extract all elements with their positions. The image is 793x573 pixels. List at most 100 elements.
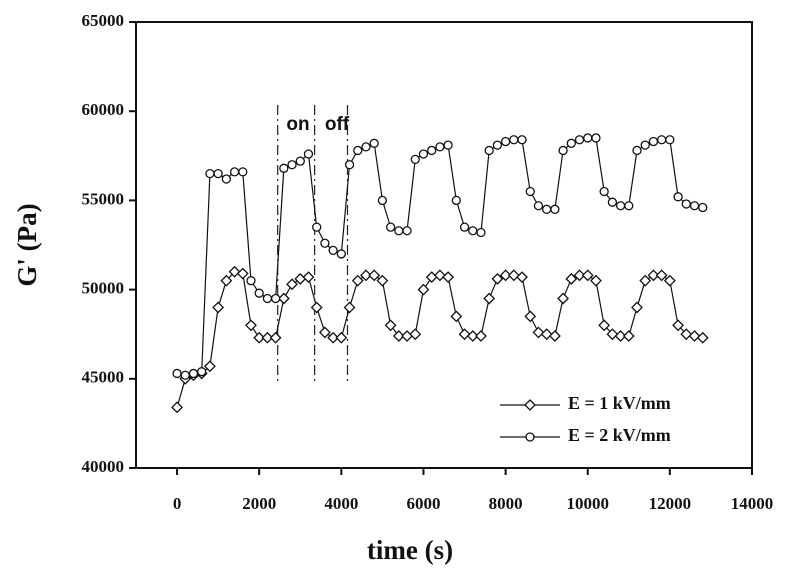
data-point	[663, 274, 676, 287]
y-axis-title: G' (Pa)	[12, 203, 42, 286]
data-point	[590, 274, 602, 287]
data-point	[433, 269, 446, 282]
data-point	[368, 269, 381, 282]
data-point	[286, 278, 298, 291]
data-point	[491, 272, 504, 285]
data-point	[624, 201, 634, 211]
data-point	[550, 204, 560, 214]
data-point	[450, 310, 463, 323]
data-point	[312, 222, 322, 232]
data-point	[384, 319, 397, 332]
data-point	[303, 149, 314, 159]
y-tick-label: 55000	[82, 189, 125, 208]
data-point	[573, 269, 586, 282]
data-point	[236, 267, 249, 280]
data-point	[328, 245, 338, 256]
annotation: on	[286, 114, 309, 135]
data-point	[221, 174, 231, 184]
data-point	[548, 330, 561, 342]
data-point	[425, 271, 438, 284]
data-point	[533, 201, 544, 211]
data-point	[435, 142, 445, 152]
data-point	[665, 135, 675, 145]
legend-label: E = 2 kV/mm	[568, 425, 671, 445]
data-point	[238, 167, 248, 177]
data-point	[327, 331, 340, 344]
legend-marker	[524, 399, 536, 411]
data-point	[509, 135, 519, 145]
data-point	[269, 331, 282, 344]
data-point	[499, 269, 512, 282]
data-point	[261, 331, 274, 344]
data-point	[591, 133, 601, 143]
data-point	[696, 331, 709, 344]
data-point	[213, 168, 223, 179]
legend-label: E = 1 kV/mm	[568, 393, 671, 413]
data-point	[483, 292, 496, 305]
data-point	[262, 293, 273, 304]
data-point	[205, 168, 215, 179]
data-point	[392, 330, 405, 342]
data-point	[377, 195, 388, 206]
data-point	[672, 319, 684, 332]
data-point	[614, 330, 627, 342]
data-point	[353, 145, 363, 156]
x-tick-label: 6000	[406, 494, 440, 513]
data-point	[172, 368, 182, 379]
data-point	[680, 328, 693, 341]
annotation: off	[325, 114, 350, 135]
data-point	[599, 186, 609, 197]
data-point	[343, 301, 356, 314]
data-point	[689, 201, 700, 211]
data-point	[458, 328, 471, 341]
y-tick-label: 40000	[82, 457, 125, 476]
data-point	[532, 326, 545, 339]
y-tick-label: 65000	[82, 11, 125, 30]
data-point	[484, 145, 494, 156]
data-point	[492, 140, 503, 150]
data-point	[229, 167, 240, 177]
data-point	[204, 360, 216, 373]
data-point	[657, 135, 667, 145]
data-point	[197, 367, 207, 377]
data-point	[525, 186, 535, 197]
data-point	[180, 370, 190, 380]
data-point	[540, 328, 553, 341]
data-point	[631, 301, 643, 314]
data-point	[417, 283, 430, 296]
data-point	[516, 271, 528, 284]
data-point	[361, 142, 371, 152]
data-point	[254, 288, 264, 298]
data-point	[253, 331, 266, 344]
data-point	[360, 269, 372, 282]
data-point	[574, 135, 585, 145]
data-point	[369, 138, 379, 148]
data-point	[622, 330, 635, 342]
y-tick-label: 50000	[82, 279, 125, 298]
data-point	[212, 301, 225, 314]
data-point	[500, 136, 511, 147]
x-tick-label: 10000	[566, 494, 609, 513]
data-point	[583, 133, 593, 143]
data-point	[647, 269, 660, 282]
data-point	[466, 330, 479, 342]
data-point	[376, 274, 389, 287]
data-point	[655, 269, 668, 282]
data-point	[336, 249, 346, 259]
legend-marker	[525, 432, 535, 442]
data-point	[385, 222, 396, 232]
data-point	[279, 163, 289, 173]
data-point	[606, 328, 619, 341]
plot-frame	[135, 21, 753, 469]
data-point	[542, 204, 552, 214]
data-point	[270, 293, 281, 304]
data-point	[394, 226, 404, 236]
x-axis-title: time (s)	[367, 535, 453, 565]
data-point	[639, 274, 652, 287]
data-point	[310, 301, 323, 314]
data-point	[295, 156, 305, 166]
data-point	[410, 154, 420, 165]
data-point	[246, 276, 256, 286]
data-point	[524, 310, 537, 323]
data-point	[401, 330, 413, 342]
